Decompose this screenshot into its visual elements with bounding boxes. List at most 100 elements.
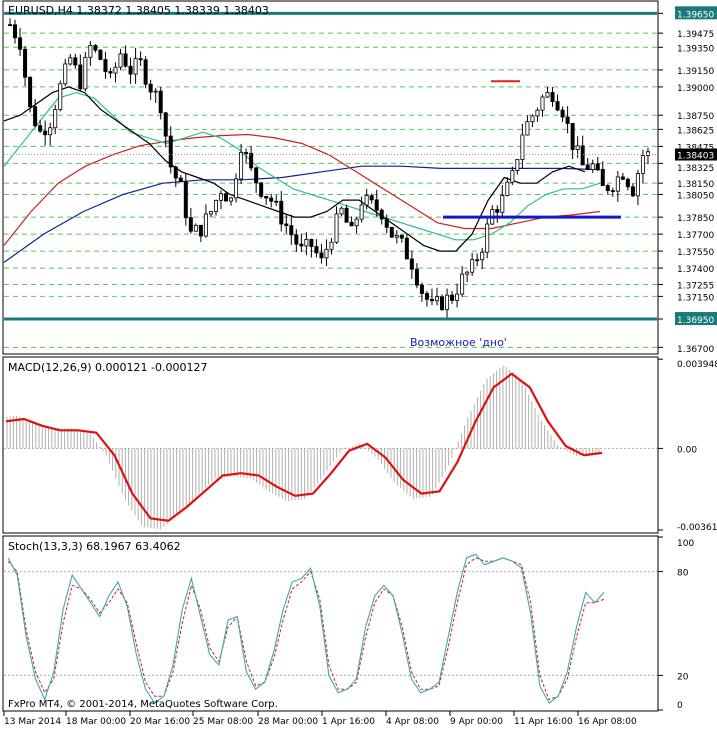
candle-body [309,238,314,247]
time-tick-label: 28 Mar 00:00 [258,717,318,727]
candle-body [424,293,429,300]
candle-body [570,123,575,150]
candle-body [555,101,560,111]
time-axis: 13 Mar 2014 18 Mar 00:00 20 Mar 16:00 25 Ma… [3,711,637,727]
stoch-header: Stoch(13,3,3) 68.1967 63.4062 [8,540,181,553]
candle-body [540,96,545,111]
candle-body [128,65,133,75]
candle-body [83,56,88,90]
candle-body [264,195,269,199]
price-candles [7,18,650,321]
candle-body [279,200,284,225]
candle-body [429,298,434,302]
stoch-grid: 100 80 20 0 [4,536,694,711]
level-price-label: 1.36950 [677,316,714,326]
stoch-tick-label: 0 [677,701,683,711]
candle-body [630,186,635,197]
candle-body [389,226,394,238]
candle-body [329,241,334,250]
time-tick-label: 4 Apr 08:00 [386,717,439,727]
candle-body [354,218,359,227]
candle-body [108,71,113,74]
candle-body [510,170,515,183]
candle-body [143,59,148,85]
candle-body [419,284,424,294]
candle-body [188,217,193,232]
candle-body [58,83,63,110]
candle-body [434,296,439,302]
candle-body [485,223,490,253]
candle-body [334,213,339,243]
candle-body [500,195,505,213]
level-price-label: 1.39650 [677,10,714,20]
candle-body [640,155,645,174]
candle-body [590,163,595,171]
candle-body [98,49,103,60]
candle-body [208,211,213,215]
candle-body [324,248,329,259]
candle-body [620,176,625,180]
time-tick-label: 1 Apr 16:00 [322,717,375,727]
price-grid [4,32,657,348]
price-tick-label: 1.37850 [677,214,714,224]
candle-body [550,92,555,103]
candle-body [254,167,259,184]
candle-body [43,130,48,136]
time-tick-label: 20 Mar 16:00 [130,717,190,727]
candle-body [203,213,208,237]
candle-body [133,58,138,75]
candle-body [455,293,460,301]
candle-body [63,63,68,85]
candle-body [218,193,223,201]
candle-body [369,195,374,201]
candle-body [560,109,565,118]
candle-body [249,152,254,169]
candle-body [359,204,364,220]
time-tick-label: 16 Apr 08:00 [578,717,637,727]
candle-body [364,195,369,206]
candle-body [178,177,183,183]
macd-signal-line [5,372,603,522]
candle-body [615,176,620,192]
candle-body [274,200,279,203]
candle-body [33,106,38,127]
candle-body [399,234,404,239]
macd-tick-label: 0.00 [677,445,697,455]
price-tick-label: 1.39000 [677,84,714,94]
candle-body [450,294,455,301]
candle-body [605,185,610,192]
candle-body [118,53,123,68]
candle-body [284,223,289,227]
candle-body [294,234,299,245]
price-tick-label: 1.39150 [677,67,714,77]
candle-body [183,181,188,219]
candle-body [344,207,349,223]
candle-body [515,159,520,171]
candle-body [610,190,615,193]
candle-body [73,57,78,66]
candle-body [635,173,640,197]
candle-body [289,225,294,236]
ma-green [3,91,601,241]
stoch-tick-label: 100 [677,539,694,549]
price-tick-label: 1.38050 [677,191,714,201]
candle-body [259,182,264,197]
candle-body [409,258,414,270]
macd-panel[interactable] [2,356,659,534]
candle-body [440,296,445,310]
price-panel[interactable] [2,0,659,355]
candle-body [535,109,540,117]
time-tick-label: 25 Mar 08:00 [193,717,253,727]
current-price-tag [675,148,717,161]
bottom-annotation: Возможное 'дно' [410,336,507,349]
stoch-panel[interactable] [2,535,659,712]
candle-body [213,199,218,212]
stoch-main-line [7,553,605,704]
price-header: EURUSD,H4 1.38372 1.38405 1.38339 1.3840… [8,4,269,17]
candle-body [234,178,239,199]
candle-body [580,145,585,166]
level-price-tag [675,6,717,20]
candle-body [7,24,12,27]
candle-body [625,178,630,188]
